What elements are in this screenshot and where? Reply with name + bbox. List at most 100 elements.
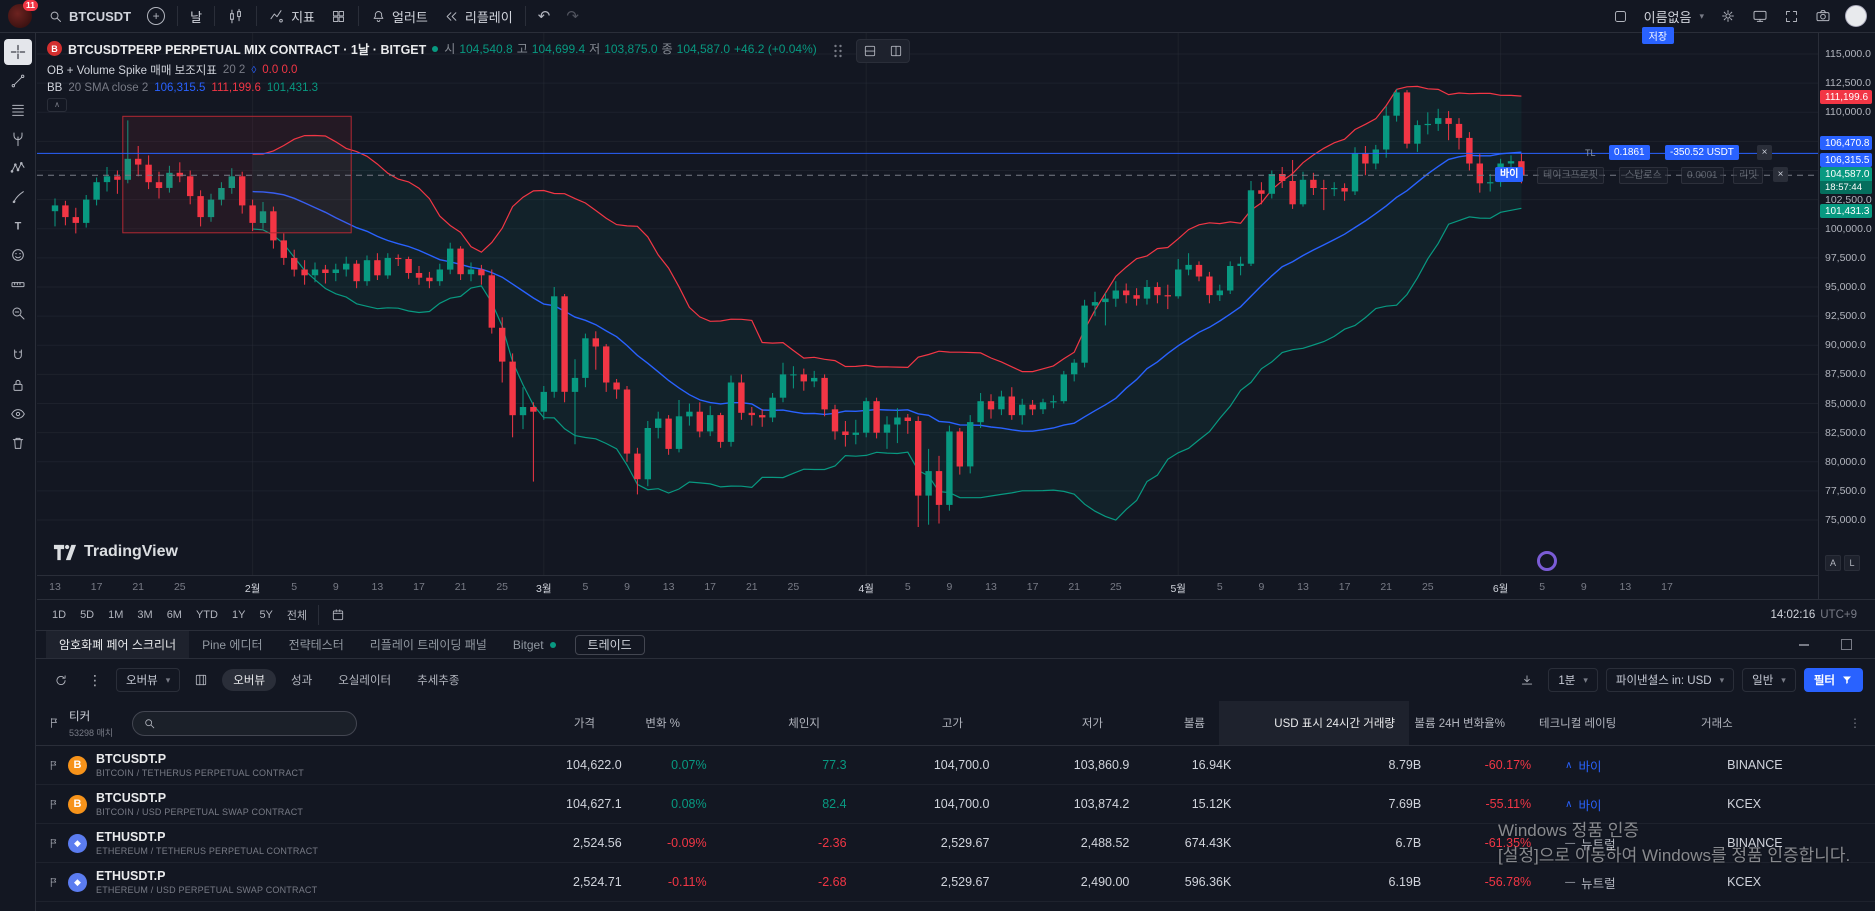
range-button-1m[interactable]: 1M bbox=[101, 604, 130, 626]
panel-maximize-button[interactable] bbox=[1833, 633, 1859, 657]
screener-preset-tab[interactable]: 추세추종 bbox=[406, 669, 470, 691]
screener-search[interactable] bbox=[132, 710, 358, 736]
range-button-ytd[interactable]: YTD bbox=[189, 604, 225, 626]
panel-tab[interactable]: 전략테스터 bbox=[276, 631, 357, 658]
range-button-5y[interactable]: 5Y bbox=[252, 604, 279, 626]
auto-scale-button[interactable]: A bbox=[1825, 555, 1841, 571]
panel-tab[interactable]: 암호화폐 페어 스크리너 bbox=[46, 631, 190, 658]
range-button-3m[interactable]: 3M bbox=[130, 604, 159, 626]
range-button-1d[interactable]: 1D bbox=[45, 604, 73, 626]
drag-handle-icon[interactable] bbox=[825, 40, 851, 62]
indicator-templates-button[interactable] bbox=[323, 3, 354, 29]
screener-general-dropdown[interactable]: 일반 ▾ bbox=[1742, 668, 1796, 692]
screener-row[interactable]: ◆ ETHUSDT.P ETHEREUM / USD PERPETUAL SWAP … bbox=[36, 863, 1875, 902]
rating-badge[interactable]: ∧ 바이 bbox=[1565, 798, 1602, 813]
indicator-legend-ob[interactable]: OB + Volume Spike 매매 보조지표 20 2 ◊ 0.0 0.0 bbox=[47, 64, 298, 77]
replay-button[interactable]: 리플레이 bbox=[436, 3, 521, 29]
symbol-name[interactable]: BTCUSDT.P bbox=[96, 790, 167, 805]
panel-tab[interactable]: Bitget bbox=[500, 631, 569, 658]
screener-search-input[interactable] bbox=[162, 715, 337, 731]
column-header[interactable]: 거래소 bbox=[1701, 718, 1733, 730]
fullscreen-button[interactable] bbox=[1776, 3, 1807, 29]
screener-download-button[interactable] bbox=[1514, 668, 1540, 692]
chart-type-button[interactable] bbox=[219, 3, 252, 29]
rating-badge[interactable]: ∧ 바이 bbox=[1565, 759, 1602, 774]
tool-text[interactable]: T bbox=[4, 213, 32, 239]
panel-tab[interactable]: 트레이드 bbox=[574, 634, 645, 655]
stop-loss-button[interactable]: 스탑로스 bbox=[1619, 167, 1668, 185]
symbol-name[interactable]: BTCUSDT.P bbox=[96, 751, 167, 766]
compare-button[interactable]: + bbox=[139, 3, 173, 29]
flag-icon[interactable] bbox=[48, 760, 59, 771]
tool-fib-retracement[interactable] bbox=[4, 97, 32, 123]
screener-row[interactable]: B BTCUSDT.P BITCOIN / USD PERPETUAL SWAP C… bbox=[36, 785, 1875, 824]
column-header[interactable]: 변화 % bbox=[645, 718, 680, 730]
order-close-button[interactable]: × bbox=[1757, 145, 1772, 161]
range-button-6m[interactable]: 6M bbox=[160, 604, 189, 626]
screener-view-dropdown[interactable]: 오버뷰 ▾ bbox=[116, 668, 181, 692]
flag-icon[interactable] bbox=[48, 717, 60, 729]
ticker-column-label[interactable]: 티커 bbox=[69, 710, 91, 723]
screener-preset-tab[interactable]: 성과 bbox=[280, 669, 323, 691]
panel-layout-columns-button[interactable] bbox=[883, 40, 909, 62]
column-header[interactable]: 가격 bbox=[573, 718, 595, 730]
undo-button[interactable]: ↶ bbox=[530, 3, 559, 29]
flag-icon[interactable] bbox=[48, 877, 59, 888]
column-header[interactable]: 테크니컬 레이팅 bbox=[1539, 718, 1617, 730]
screener-row[interactable]: B BTCUSDT.P BITCOIN / TETHERUS PERPETUAL C… bbox=[36, 746, 1875, 785]
order-qty-input[interactable]: 0.0001 bbox=[1681, 167, 1724, 185]
settings-button[interactable] bbox=[1712, 3, 1744, 29]
price-axis[interactable]: A L 115,000.0112,500.0110,000.0107,500.0… bbox=[1818, 33, 1875, 599]
tool-trend-line[interactable] bbox=[4, 68, 32, 94]
goto-date-button[interactable] bbox=[323, 602, 353, 628]
timezone-label[interactable]: UTC+9 bbox=[1820, 609, 1857, 621]
legend-collapse-button[interactable]: ∧ bbox=[47, 98, 67, 112]
chart-plot-area[interactable]: B BTCUSDTPERP PERPETUAL MIX CONTRACT · 1… bbox=[37, 33, 1818, 575]
tool-magnet[interactable] bbox=[4, 343, 32, 369]
alert-button[interactable]: 얼러트 bbox=[363, 3, 436, 29]
tool-trash[interactable] bbox=[4, 430, 32, 456]
screener-preset-tab[interactable]: 오실레이터 bbox=[327, 669, 402, 691]
panel-tab[interactable]: Pine 에디터 bbox=[189, 631, 275, 658]
column-header[interactable]: 저가 bbox=[1081, 718, 1103, 730]
interval-button[interactable]: 날 bbox=[182, 3, 210, 29]
limit-order-button[interactable]: 리밋 bbox=[1733, 167, 1764, 185]
symbol-search-button[interactable]: BTCUSDT bbox=[40, 3, 139, 29]
column-header[interactable]: USD 표시 24시간 거래량 bbox=[1219, 701, 1409, 745]
tool-pitchfork[interactable] bbox=[4, 126, 32, 152]
buy-order-button[interactable]: 바이 bbox=[1495, 167, 1524, 183]
layout-name-button[interactable]: 이름없음 ▾ bbox=[1636, 3, 1712, 29]
chart-title[interactable]: BTCUSDTPERP PERPETUAL MIX CONTRACT · 1날 … bbox=[68, 43, 427, 57]
screener-interval-dropdown[interactable]: 1분 ▾ bbox=[1548, 668, 1598, 692]
range-button-5d[interactable]: 5D bbox=[73, 604, 101, 626]
screener-row[interactable]: ◆ETHUSDT.P bbox=[36, 902, 1875, 911]
symbol-name[interactable]: ETHUSDT.P bbox=[96, 829, 166, 844]
header-kebab-icon[interactable]: ⋮ bbox=[1849, 716, 1861, 730]
tool-emoji[interactable] bbox=[4, 242, 32, 268]
take-profit-button[interactable]: 테이크프로핏 bbox=[1537, 167, 1605, 185]
redo-button[interactable]: ↷ bbox=[558, 3, 587, 29]
screener-preset-tab[interactable]: 오버뷰 bbox=[222, 669, 277, 691]
tool-xabcd-pattern[interactable] bbox=[4, 155, 32, 181]
symbol-name[interactable]: ETHUSDT.P bbox=[96, 868, 166, 883]
screener-refresh-button[interactable] bbox=[48, 668, 74, 692]
column-header[interactable]: 체인지 bbox=[788, 718, 820, 730]
range-button-전체[interactable]: 전체 bbox=[280, 604, 314, 626]
tool-eye[interactable] bbox=[4, 401, 32, 427]
log-scale-button[interactable]: L bbox=[1844, 555, 1860, 571]
screener-menu-button[interactable]: ⋮ bbox=[82, 668, 108, 692]
order-qty-label[interactable]: 0.1861 bbox=[1609, 145, 1650, 161]
panel-tab[interactable]: 리플레이 트레이딩 패널 bbox=[357, 631, 500, 658]
tool-ruler[interactable] bbox=[4, 271, 32, 297]
tool-brush[interactable] bbox=[4, 184, 32, 210]
tool-lock[interactable] bbox=[4, 372, 32, 398]
rating-badge[interactable]: — 뉴트럴 bbox=[1565, 837, 1616, 852]
rating-badge[interactable]: — 뉴트럴 bbox=[1565, 876, 1616, 891]
screener-row[interactable]: ◆ ETHUSDT.P ETHEREUM / TETHERUS PERPETUAL … bbox=[36, 824, 1875, 863]
panel-layout-rows-button[interactable] bbox=[857, 40, 883, 62]
column-header[interactable]: 볼륨 bbox=[1183, 718, 1205, 730]
column-header[interactable]: 볼륨 24H 변화율% bbox=[1414, 718, 1505, 730]
screenshot-button[interactable] bbox=[1807, 3, 1839, 29]
profile-avatar[interactable] bbox=[1845, 5, 1867, 27]
indicator-legend-bb[interactable]: BB 20 SMA close 2 106,315.5 111,199.6 10… bbox=[47, 82, 319, 94]
